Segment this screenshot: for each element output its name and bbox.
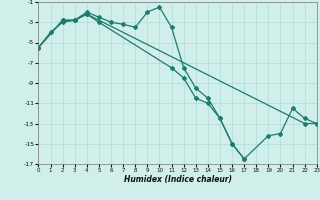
X-axis label: Humidex (Indice chaleur): Humidex (Indice chaleur) (124, 175, 232, 184)
